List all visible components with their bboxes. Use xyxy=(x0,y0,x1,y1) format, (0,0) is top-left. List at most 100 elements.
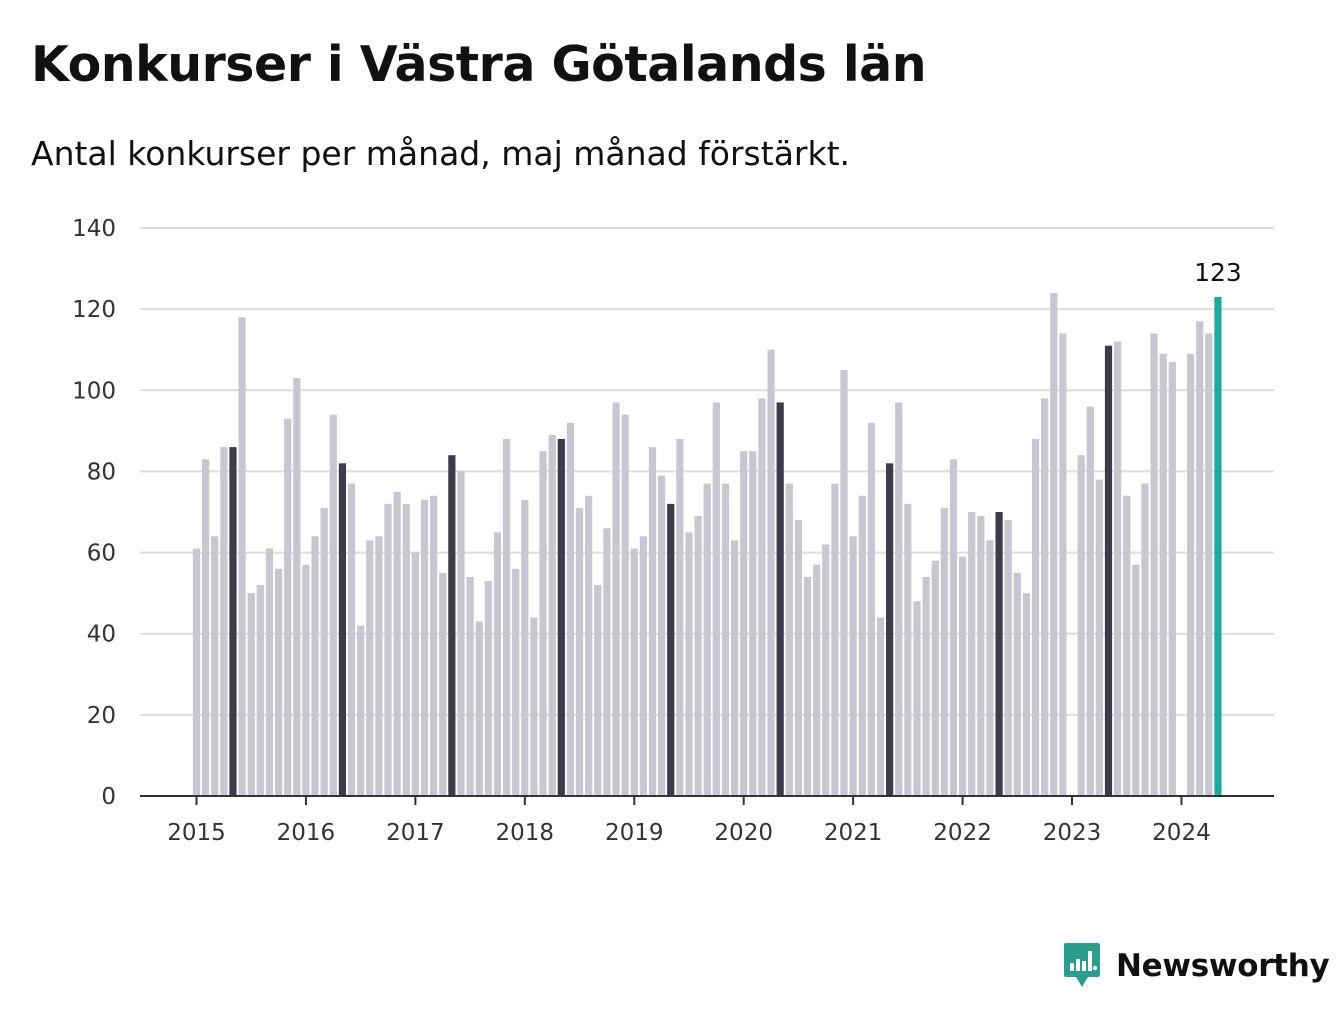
y-tick-label: 20 xyxy=(87,703,116,729)
bar xyxy=(1114,341,1122,796)
bar xyxy=(1022,593,1031,796)
bar xyxy=(1004,520,1012,796)
bar xyxy=(968,512,976,796)
bar xyxy=(366,540,374,796)
bar xyxy=(238,317,246,796)
bar xyxy=(858,495,866,796)
bar xyxy=(357,625,365,796)
bar xyxy=(420,499,429,796)
bar xyxy=(274,568,283,796)
bar xyxy=(502,438,511,796)
bar xyxy=(1013,572,1021,796)
x-tick-label: 2017 xyxy=(386,820,445,846)
bar xyxy=(384,503,392,796)
x-tick-label: 2018 xyxy=(496,820,555,846)
bar xyxy=(913,601,921,796)
bar xyxy=(940,507,948,796)
bar xyxy=(694,516,702,796)
bar xyxy=(1123,495,1131,796)
bar xyxy=(402,503,410,796)
bar xyxy=(220,447,228,796)
bar xyxy=(658,475,666,796)
bar xyxy=(284,418,292,796)
bar xyxy=(886,463,894,796)
bar xyxy=(1196,321,1204,796)
bar xyxy=(794,520,803,796)
x-tick-label: 2024 xyxy=(1152,820,1211,846)
bar xyxy=(475,621,483,796)
x-tick-label: 2015 xyxy=(167,820,226,846)
bar xyxy=(749,451,757,796)
y-tick-label: 140 xyxy=(72,216,116,242)
bar xyxy=(813,564,821,796)
bar xyxy=(1150,333,1158,796)
bar xyxy=(977,516,985,796)
bar xyxy=(457,471,465,796)
bar xyxy=(840,370,848,796)
bar xyxy=(1059,333,1067,796)
bar xyxy=(803,576,812,796)
bar xyxy=(639,536,647,796)
bar xyxy=(512,568,520,796)
bar xyxy=(320,507,328,796)
x-tick-label: 2022 xyxy=(933,820,992,846)
bar xyxy=(247,593,255,796)
bar xyxy=(785,483,793,796)
bar xyxy=(229,447,237,796)
bar xyxy=(703,483,711,796)
bar xyxy=(265,548,274,796)
bar xyxy=(831,483,839,796)
y-tick-label: 0 xyxy=(101,784,116,810)
bar xyxy=(612,402,620,796)
bar xyxy=(393,491,401,796)
bar xyxy=(1132,564,1140,796)
bar xyxy=(484,580,492,796)
bar xyxy=(448,455,456,796)
bar xyxy=(375,536,383,796)
bars xyxy=(192,292,1222,796)
chart-title: Konkurser i Västra Götalands län xyxy=(31,36,927,93)
bar xyxy=(293,378,301,796)
bar xyxy=(849,536,857,796)
bar xyxy=(776,402,784,796)
y-tick-label: 100 xyxy=(72,378,116,404)
y-axis-ticks: 0 20 40 60 80 100 120 140 xyxy=(72,216,116,810)
newsworthy-logo: Newsworthy xyxy=(1062,940,1330,992)
x-tick-label: 2021 xyxy=(824,820,883,846)
bar xyxy=(822,544,830,796)
bar xyxy=(949,459,958,796)
bar xyxy=(311,536,319,796)
bar xyxy=(1168,361,1176,796)
bar xyxy=(202,459,210,796)
bar xyxy=(730,540,739,796)
bar xyxy=(630,548,638,796)
bar xyxy=(721,483,730,796)
bar xyxy=(329,414,337,796)
bar xyxy=(1104,345,1113,796)
bar xyxy=(347,483,356,796)
bar xyxy=(1205,333,1213,796)
y-tick-label: 60 xyxy=(87,541,116,567)
bar xyxy=(685,532,693,796)
bar xyxy=(931,560,939,796)
y-tick-label: 40 xyxy=(87,622,116,648)
y-tick-label: 80 xyxy=(87,459,116,485)
bar xyxy=(1041,398,1049,796)
bar xyxy=(740,451,748,796)
bar xyxy=(603,528,611,796)
bar xyxy=(530,617,538,796)
x-tick-label: 2016 xyxy=(277,820,336,846)
bar xyxy=(466,576,474,796)
bar xyxy=(1214,296,1222,796)
bar xyxy=(1141,483,1149,796)
bar xyxy=(867,422,875,796)
bar xyxy=(895,402,903,796)
bar xyxy=(439,572,447,796)
bar xyxy=(566,422,575,796)
bar xyxy=(1095,479,1103,796)
bar xyxy=(876,617,885,796)
y-tick-label: 120 xyxy=(72,297,116,323)
bar xyxy=(676,438,684,796)
bar xyxy=(995,512,1003,796)
x-tick-label: 2020 xyxy=(714,820,773,846)
